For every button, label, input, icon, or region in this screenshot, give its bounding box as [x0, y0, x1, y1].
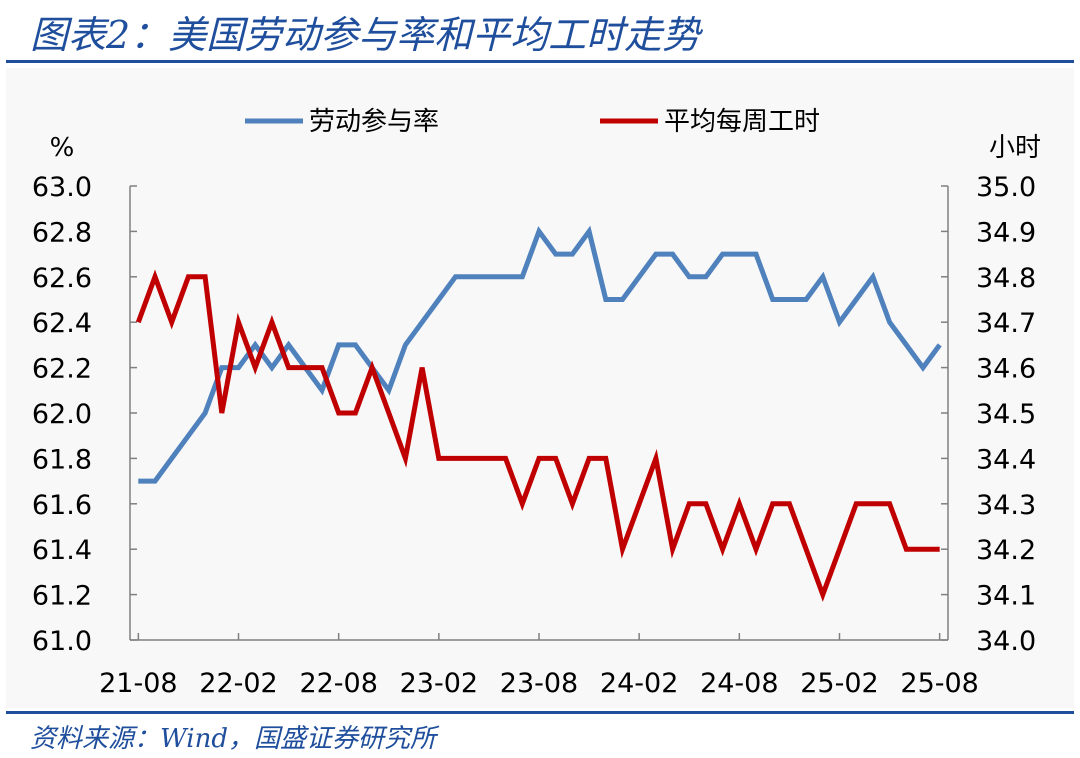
legend-item-hours-label: 平均每周工时 [664, 107, 820, 137]
left-axis-unit: % [50, 133, 75, 163]
right-axis-unit: 小时 [989, 133, 1041, 163]
left-tick-label: 62.4 [32, 308, 92, 339]
left-tick-label: 61.4 [32, 535, 92, 566]
left-tick-label: 63.0 [32, 172, 92, 203]
x-tick-label: 24-08 [700, 668, 778, 699]
right-tick-label: 34.4 [976, 444, 1036, 475]
source-note: 资料来源：Wind，国盛证券研究所 [30, 724, 436, 754]
left-tick-label: 61.8 [32, 444, 92, 475]
right-tick-label: 34.9 [976, 217, 1036, 248]
right-tick-label: 34.6 [976, 354, 1036, 385]
left-tick-label: 61.6 [32, 490, 92, 521]
right-tick-label: 35.0 [976, 172, 1036, 203]
chart-area-background [6, 68, 1074, 708]
x-tick-label: 21-08 [99, 668, 177, 699]
figure-title: 图表2：美国劳动参与率和平均工时走势 [30, 13, 701, 57]
source-divider [6, 711, 1074, 714]
x-tick-label: 22-02 [199, 668, 277, 699]
left-tick-label: 62.0 [32, 399, 92, 430]
left-tick-label: 62.6 [32, 263, 92, 294]
x-tick-label: 25-02 [800, 668, 878, 699]
right-tick-label: 34.5 [976, 399, 1036, 430]
right-tick-label: 34.0 [976, 626, 1036, 657]
left-tick-label: 62.8 [32, 217, 92, 248]
series-line-lfpr [138, 225, 942, 484]
right-tick-label: 34.2 [976, 535, 1036, 566]
right-tick-label: 34.1 [976, 581, 1036, 612]
x-tick-label: 23-08 [500, 668, 578, 699]
legend-item-lfpr-label: 劳动参与率 [309, 107, 439, 137]
x-tick-label: 23-02 [400, 668, 478, 699]
left-tick-label: 61.2 [32, 581, 92, 612]
series-line-hours [135, 269, 940, 602]
title-divider [6, 60, 1074, 63]
x-tick-label: 22-08 [299, 668, 377, 699]
x-tick-label: 25-08 [900, 668, 978, 699]
x-tick-label: 24-02 [600, 668, 678, 699]
left-tick-label: 61.0 [32, 626, 92, 657]
left-tick-label: 62.2 [32, 354, 92, 385]
right-tick-label: 34.8 [976, 263, 1036, 294]
right-tick-label: 34.7 [976, 308, 1036, 339]
right-tick-label: 34.3 [976, 490, 1036, 521]
